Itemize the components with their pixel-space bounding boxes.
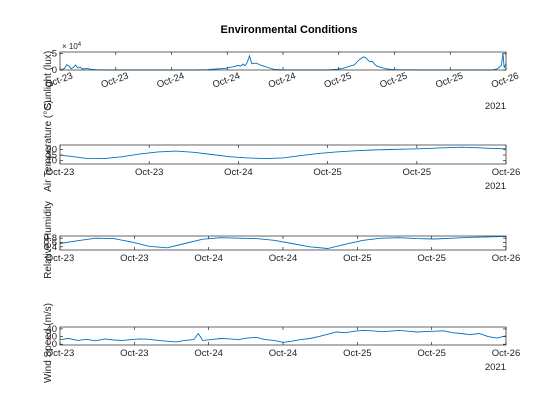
series-line [59,329,507,343]
y-tick-label: 0 [52,65,57,76]
y-tick-label: 15 [46,150,57,161]
year-label: 2021 [485,101,506,112]
x-tick-label: Oct-24 [211,71,242,91]
figure-title: Environmental Conditions [221,24,358,36]
x-tick-label: Oct-24 [194,253,223,264]
y-tick-label: 0 [52,339,57,350]
x-tick-label: Oct-25 [378,71,409,91]
x-tick-label: Oct-24 [194,348,223,359]
y-tick-label: 0.4 [44,242,57,253]
x-tick-label: Oct-24 [267,71,298,91]
y-tick-label: 20 [46,144,57,155]
x-tick-label: Oct-23 [135,167,164,178]
x-tick-label: Oct-25 [417,348,446,359]
axes-box [59,144,507,165]
y-tick-label: 0.6 [44,237,57,248]
x-tick-label: Oct-23 [120,253,149,264]
y-tick-label: 20 [46,332,57,343]
x-tick-label: Oct-26 [492,253,521,264]
x-tick-label: Oct-23 [46,253,75,264]
y-tick-label: 0.8 [44,233,57,244]
x-tick-label: Oct-24 [269,348,298,359]
x-tick-label: Oct-23 [46,348,75,359]
y-exponent-label: × 104 [62,42,82,51]
x-tick-label: Oct-25 [417,253,446,264]
x-tick-label: Oct-24 [269,253,298,264]
series-line [59,146,507,160]
x-tick-label: Oct-24 [155,71,186,91]
x-tick-label: Oct-25 [323,71,354,91]
y-tick-label: 5 [52,49,57,60]
x-tick-label: Oct-25 [403,167,432,178]
x-tick-label: Oct-23 [46,167,75,178]
year-label: 2021 [485,181,506,192]
y-axis-label: Relative Humidity [43,201,54,279]
x-tick-label: Oct-25 [343,348,372,359]
x-tick-label: Oct-26 [492,348,521,359]
year-label: 2021 [485,362,506,373]
panel-3: 0.40.60.8 Oct-23 Oct-23 Oct-24 Oct-24 Oct-25 O… [43,201,520,279]
y-axis-label: Sunlight (lux) [43,51,54,109]
x-tick-label: Oct-25 [343,253,372,264]
x-tick-label: Oct-25 [434,71,465,91]
x-tick-label: Oct-26 [492,167,521,178]
y-axis-label: Wind Speed (m/s) [43,303,54,383]
y-tick-label: 40 [46,324,57,335]
y-axis-label: Air Temperature (°C) [43,100,54,192]
x-tick-label: Oct-23 [100,71,131,91]
y-tick-label: 10 [46,156,57,167]
x-tick-label: Oct-25 [313,167,342,178]
x-tick-label: Oct-24 [224,167,253,178]
panels: 0 5 Oct-23 Oct-23 Oct-24 Oct-24 Oct-24 Oct-25 Oc… [43,42,520,383]
x-tick-label: Oct-23 [120,348,149,359]
x-tick-label: Oct-26 [490,71,521,91]
